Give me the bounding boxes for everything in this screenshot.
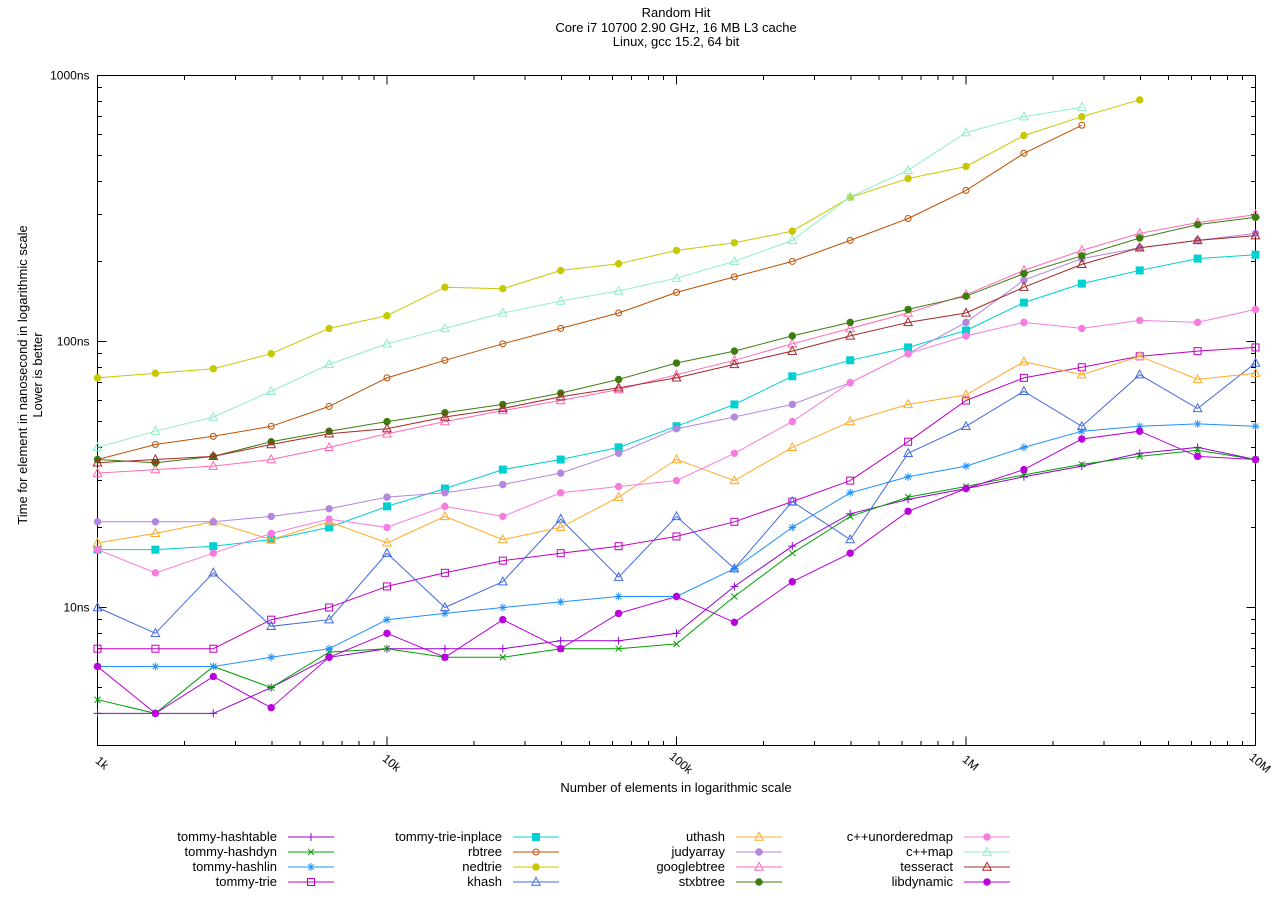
legend-sample-rbtree bbox=[513, 848, 559, 856]
legend-sample-uthash bbox=[736, 831, 782, 841]
legend-item-nedtrie: nedtrie bbox=[244, 860, 560, 874]
legend-label-tommy-trie-inplace: tommy-trie-inplace bbox=[395, 829, 502, 844]
x-tick-label-1M: 1M bbox=[960, 752, 982, 773]
series-tommy-hashdyn bbox=[94, 446, 1259, 717]
series-c++unorderedmap bbox=[93, 305, 1260, 577]
x-tick-label-10M: 10M bbox=[1247, 750, 1274, 776]
y-tick-label-1000ns: 1000ns bbox=[50, 69, 89, 83]
legend-label-googlebtree: googlebtree bbox=[656, 859, 725, 874]
legend-sample-stxbtree bbox=[736, 878, 782, 886]
y-tick-label-10ns: 10ns bbox=[63, 601, 89, 615]
legend-label-libdynamic: libdynamic bbox=[891, 874, 953, 889]
legend-item-tommy-hashtable: tommy-hashtable bbox=[19, 830, 335, 844]
legend-item-khash: khash bbox=[244, 875, 560, 889]
x-tick-label-1k: 1k bbox=[93, 753, 112, 773]
legend-label-tommy-trie: tommy-trie bbox=[215, 874, 277, 889]
series-tesseract bbox=[92, 229, 1261, 467]
legend-sample-libdynamic bbox=[964, 878, 1010, 886]
legend-label-tommy-hashlin: tommy-hashlin bbox=[192, 859, 277, 874]
legend-sample-tommy-trie bbox=[288, 878, 334, 886]
y-tick-label-100ns: 100ns bbox=[57, 335, 90, 349]
legend-sample-googlebtree bbox=[736, 861, 782, 871]
series-nedtrie bbox=[93, 96, 1144, 382]
legend-sample-tommy-hashdyn bbox=[288, 848, 334, 856]
chart-title: Random Hit bbox=[641, 5, 711, 20]
chart-subtitle-os: Linux, gcc 15.2, 64 bit bbox=[612, 34, 740, 49]
legend-item-c++map: c++map bbox=[695, 845, 1011, 859]
legend-item-libdynamic: libdynamic bbox=[695, 875, 1011, 889]
legend-sample-tommy-hashlin bbox=[288, 863, 334, 871]
legend-label-c++map: c++map bbox=[906, 844, 953, 859]
legend-label-tesseract: tesseract bbox=[900, 859, 953, 874]
legend-sample-khash bbox=[513, 876, 559, 886]
legend-label-khash: khash bbox=[467, 874, 502, 889]
chart-title-block: Random Hit Core i7 10700 2.90 GHz, 16 MB… bbox=[97, 5, 1255, 50]
x-tick-label-10k: 10k bbox=[380, 751, 405, 775]
legend-label-rbtree: rbtree bbox=[468, 844, 502, 859]
legend-item-judyarray: judyarray bbox=[467, 845, 783, 859]
legend-item-tommy-hashdyn: tommy-hashdyn bbox=[19, 845, 335, 859]
series-libdynamic bbox=[93, 427, 1260, 718]
legend-item-rbtree: rbtree bbox=[244, 845, 560, 859]
legend-item-tommy-trie: tommy-trie bbox=[19, 875, 335, 889]
series-uthash bbox=[92, 350, 1261, 547]
legend-item-googlebtree: googlebtree bbox=[467, 860, 783, 874]
legend-label-uthash: uthash bbox=[685, 829, 725, 844]
series-judyarray bbox=[93, 229, 1260, 526]
series-rbtree bbox=[94, 121, 1086, 464]
x-axis-label: Number of elements in logarithmic scale bbox=[560, 780, 792, 795]
legend-sample-tommy-hashtable bbox=[288, 833, 334, 841]
legend-label-tommy-hashtable: tommy-hashtable bbox=[177, 829, 277, 844]
legend-label-c++unorderedmap: c++unorderedmap bbox=[846, 829, 953, 844]
legend-item-tesseract: tesseract bbox=[695, 860, 1011, 874]
legend-item-tommy-hashlin: tommy-hashlin bbox=[19, 860, 335, 874]
legend-sample-judyarray bbox=[736, 848, 782, 856]
legend-item-uthash: uthash bbox=[467, 830, 783, 844]
x-tick-label-100k: 100k bbox=[667, 749, 697, 777]
legend-label-judyarray: judyarray bbox=[671, 844, 725, 859]
chart-subtitle-cpu: Core i7 10700 2.90 GHz, 16 MB L3 cache bbox=[555, 19, 797, 35]
legend-sample-c++unorderedmap bbox=[964, 833, 1010, 841]
legend-sample-tommy-trie-inplace bbox=[513, 833, 559, 841]
legend-label-stxbtree: stxbtree bbox=[678, 874, 725, 889]
series-c++map bbox=[92, 101, 1087, 452]
series-khash bbox=[92, 357, 1261, 637]
legend-item-stxbtree: stxbtree bbox=[467, 875, 783, 889]
series-tommy-trie-inplace bbox=[93, 250, 1260, 554]
legend-sample-nedtrie bbox=[513, 863, 559, 871]
legend-item-c++unorderedmap: c++unorderedmap bbox=[695, 830, 1011, 844]
legend-sample-tesseract bbox=[964, 861, 1010, 871]
legend-label-nedtrie: nedtrie bbox=[462, 859, 502, 874]
legend-label-tommy-hashdyn: tommy-hashdyn bbox=[184, 844, 277, 859]
legend-item-tommy-trie-inplace: tommy-trie-inplace bbox=[244, 830, 560, 844]
legend-sample-c++map bbox=[964, 846, 1010, 856]
series-tommy-hashtable bbox=[93, 443, 1260, 718]
